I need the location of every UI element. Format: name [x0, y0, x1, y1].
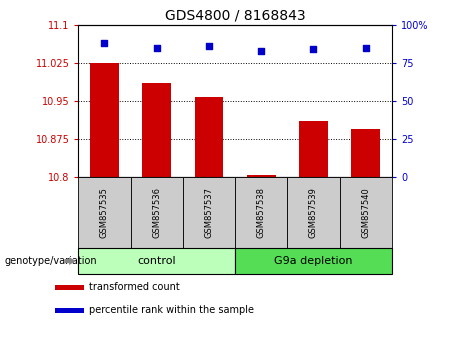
Bar — [183, 177, 235, 248]
Point — [258, 48, 265, 53]
Bar — [78, 177, 130, 248]
Title: GDS4800 / 8168843: GDS4800 / 8168843 — [165, 8, 306, 22]
Text: GSM857538: GSM857538 — [257, 187, 266, 238]
Bar — [142, 83, 171, 177]
Bar — [90, 63, 119, 177]
Text: GSM857535: GSM857535 — [100, 187, 109, 238]
Text: GSM857537: GSM857537 — [205, 187, 213, 238]
Bar — [55, 308, 84, 313]
Point — [362, 45, 369, 51]
Bar — [195, 97, 224, 177]
Text: control: control — [137, 256, 176, 266]
Bar — [247, 176, 276, 177]
Bar — [78, 248, 235, 274]
Text: GSM857539: GSM857539 — [309, 187, 318, 238]
Bar — [299, 121, 328, 177]
Bar — [235, 248, 392, 274]
Text: transformed count: transformed count — [89, 282, 180, 292]
Text: genotype/variation: genotype/variation — [5, 256, 97, 266]
Bar — [287, 177, 340, 248]
Bar — [235, 177, 287, 248]
Text: G9a depletion: G9a depletion — [274, 256, 353, 266]
Point — [153, 45, 160, 51]
Bar — [130, 177, 183, 248]
Bar — [340, 177, 392, 248]
Text: GSM857540: GSM857540 — [361, 187, 370, 238]
Bar — [351, 129, 380, 177]
Text: percentile rank within the sample: percentile rank within the sample — [89, 305, 254, 315]
Point — [101, 40, 108, 46]
Bar — [55, 285, 84, 290]
Point — [310, 46, 317, 52]
Point — [205, 43, 213, 49]
Text: GSM857536: GSM857536 — [152, 187, 161, 238]
